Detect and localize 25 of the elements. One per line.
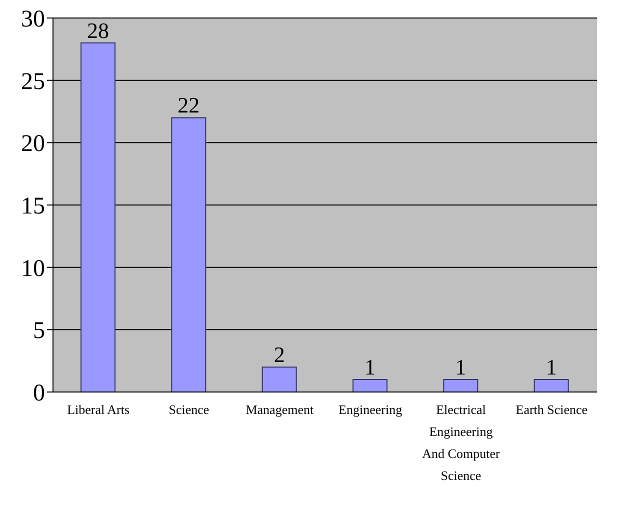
y-tick-label: 15 [21,194,45,220]
y-tick-label: 5 [33,318,45,344]
bar [534,379,569,392]
data-label: 22 [178,92,200,118]
y-tick-label: 25 [21,68,45,95]
x-tick-label: Liberal Arts [67,402,130,417]
data-label: 1 [546,354,557,380]
y-tick-label: 20 [21,131,45,158]
x-tick-label: Electrical Engineering And Computer Science [422,402,500,483]
bar [80,42,116,392]
bar [171,117,206,392]
x-tick-label: Management [246,402,314,417]
bar [262,366,297,392]
y-tick-label: 30 [21,6,45,33]
y-tick-label: 10 [21,256,45,282]
data-label: 1 [455,354,466,380]
data-label: 28 [87,18,109,43]
bar [443,379,478,392]
y-tick-label: 0 [33,380,45,407]
x-tick-label: Engineering [338,402,403,417]
data-label: 2 [274,342,285,368]
x-tick-label: Science [168,402,210,417]
bar [352,379,388,392]
x-tick-label: Earth Science [516,402,588,417]
data-label: 1 [364,354,376,380]
